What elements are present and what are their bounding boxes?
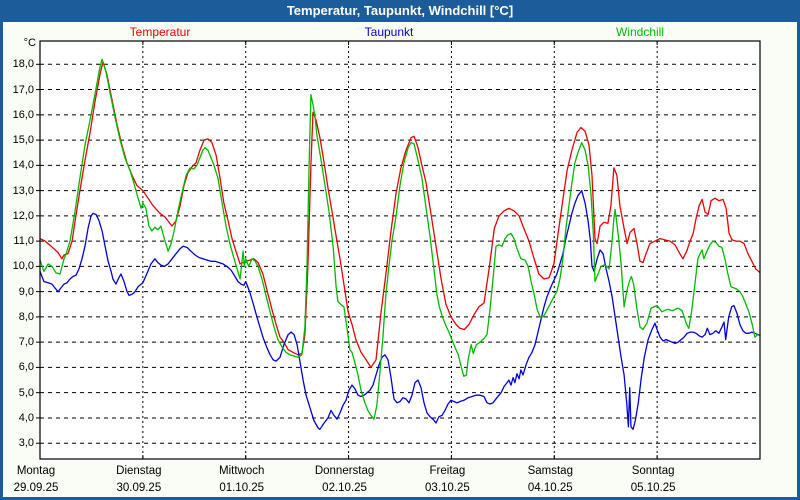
y-tick-label: 14,0 [12,159,34,172]
x-day-label: Mittwoch [219,465,265,477]
y-tick-label: 7,0 [18,336,34,349]
y-tick-label: 9,0 [18,285,34,298]
x-day-label: Donnerstag [314,465,375,477]
plot-border [39,40,761,460]
y-tick-label: 11,0 [13,235,34,248]
legend-item-windchill: Windchill [615,25,665,39]
series-line-windchill [39,58,761,420]
x-day-label: Freitag [429,465,466,477]
series-line-taupunkt [39,189,761,430]
x-day-label: Montag [16,465,56,477]
y-tick-label: 12,0 [12,209,34,222]
x-date-label: 04.10.25 [527,482,573,494]
window-title: Temperatur, Taupunkt, Windchill [°C] [0,0,800,22]
legend-item-temperatur: Temperatur [129,25,191,39]
y-tick-label: 3,0 [18,437,34,450]
x-date-label: 29.09.25 [13,482,59,494]
y-tick-label: 4,0 [18,411,34,424]
plot-area [40,41,760,459]
y-tick-label: 18,0 [12,58,34,71]
x-date-label: 05.10.25 [630,482,676,494]
x-day-label: Dienstag [116,465,162,477]
x-date-label: 02.10.25 [322,482,367,494]
x-day-label: Samstag [527,465,573,477]
y-tick-label: 6,0 [18,361,34,374]
y-tick-label: 16,0 [12,108,34,121]
x-date-label: 30.09.25 [116,482,162,494]
x-date-label: 03.10.25 [425,482,470,494]
y-axis-unit-label: °C [23,37,36,49]
y-tick-label: 10,0 [12,260,34,273]
legend-item-taupunkt: Taupunkt [364,25,414,39]
y-tick-label: 8,0 [18,310,34,323]
y-tick-label: 13,0 [12,184,34,197]
y-tick-label: 15,0 [12,134,34,147]
y-tick-label: 17,0 [12,83,34,96]
y-tick-label: 5,0 [18,386,34,399]
series-line-temperatur [39,61,761,369]
x-date-label: 01.10.25 [219,482,265,494]
x-day-label: Sonntag [631,465,675,477]
